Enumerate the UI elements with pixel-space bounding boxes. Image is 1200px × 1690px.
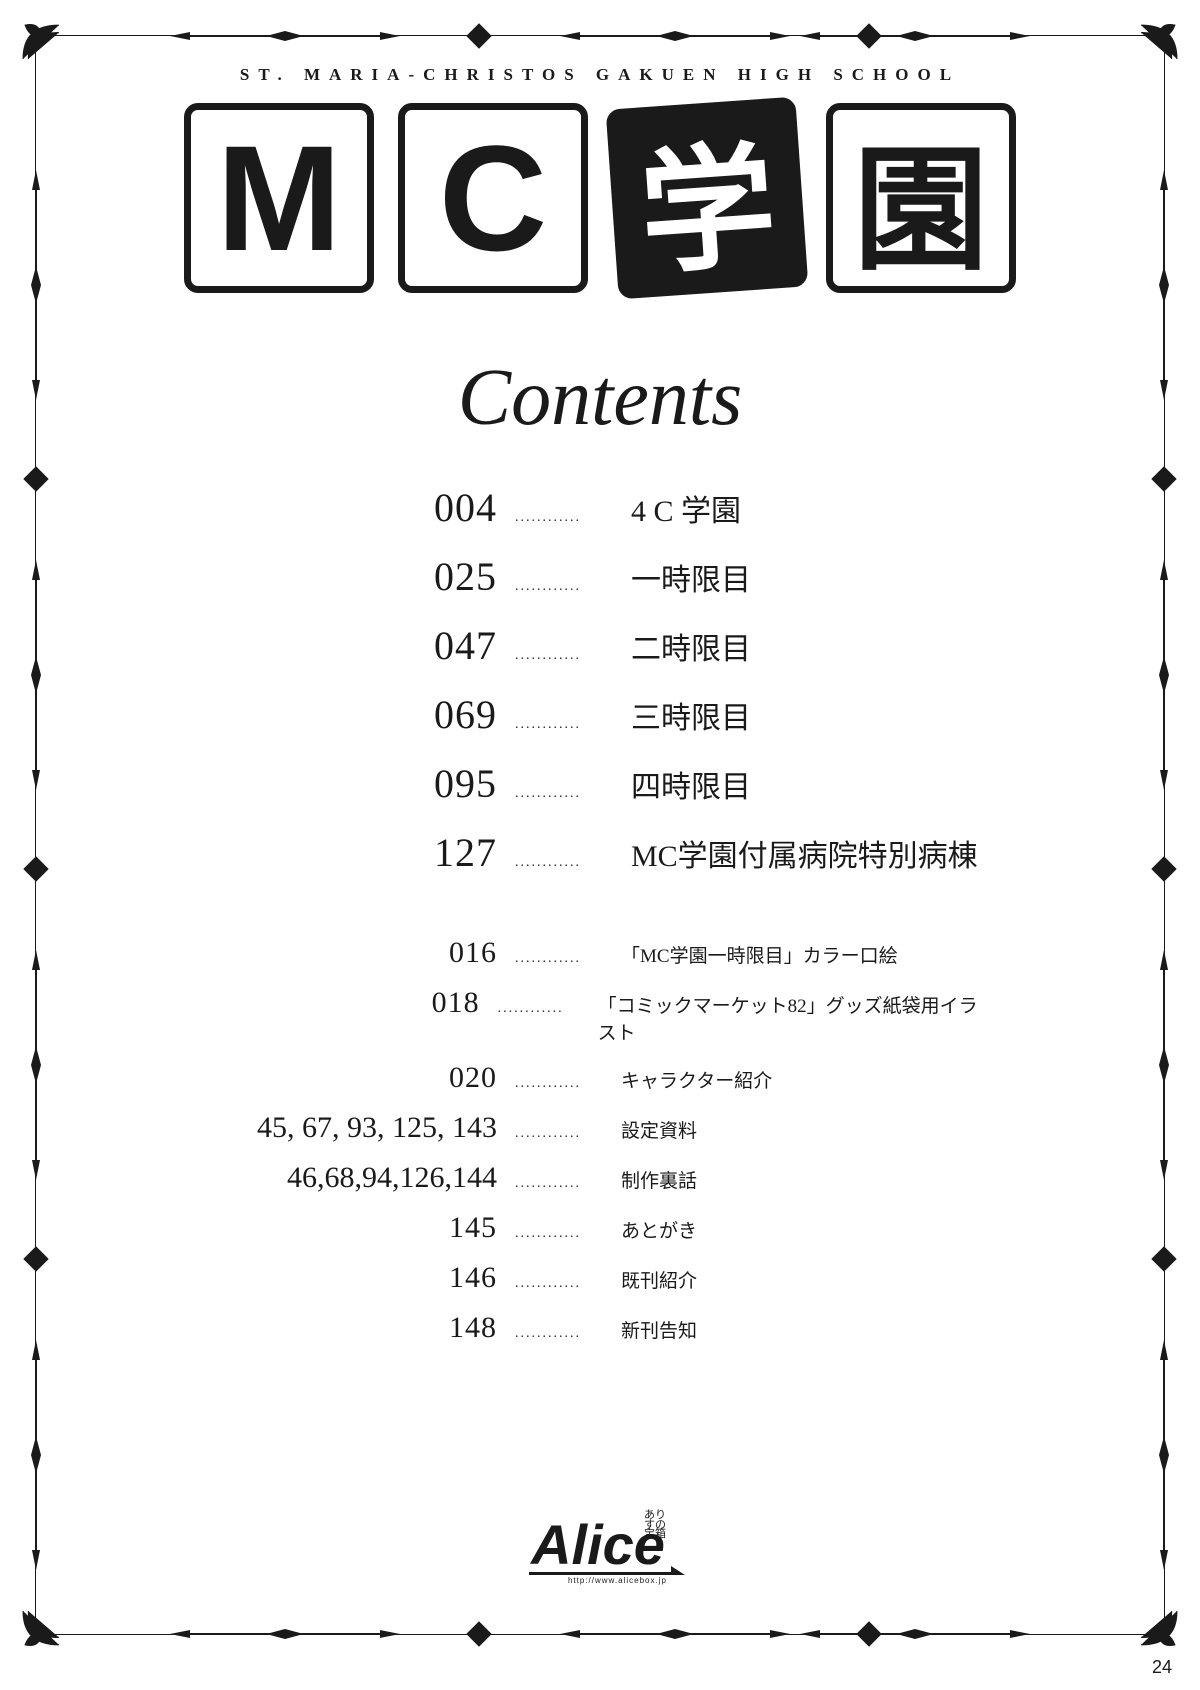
edge-ornament [560, 1623, 790, 1645]
edge-ornament [1153, 1340, 1175, 1570]
toc-page: 016 [210, 936, 515, 970]
toc-title: 既刊紹介 [615, 1266, 697, 1293]
logo-char-c: C [398, 103, 588, 293]
toc-secondary: 016 ............ 「MC学園一時限目」カラー口絵 018 ...… [210, 936, 990, 1345]
edge-ornament [800, 1623, 1030, 1645]
logo-char-en: 園 [826, 103, 1016, 293]
toc-dots: ............ [515, 648, 625, 664]
page-content: ST. MARIA-CHRISTOS GAKUEN HIGH SCHOOL M … [110, 65, 1090, 1595]
toc-row: 016 ............ 「MC学園一時限目」カラー口絵 [210, 936, 990, 970]
toc-page: 148 [210, 1311, 515, 1345]
corner-ornament-tl [20, 20, 62, 62]
edge-ornament [560, 25, 790, 47]
toc-page: 020 [210, 1061, 515, 1095]
edge-ornament [170, 1623, 400, 1645]
toc-dots: ............ [515, 1326, 615, 1342]
toc-title: 4 C 学園 [625, 486, 741, 530]
logo-char-gaku: 学 [606, 97, 809, 300]
toc-row: 148 ............ 新刊告知 [210, 1311, 990, 1345]
edge-ornament [25, 950, 47, 1180]
toc-dots: ............ [515, 1276, 615, 1292]
edge-ornament [800, 25, 1030, 47]
toc-dots: ............ [515, 855, 625, 871]
edge-ornament [25, 170, 47, 400]
toc-primary: 004 ............ 4 C 学園 025 ............… [210, 484, 990, 876]
toc-dots: ............ [515, 717, 625, 733]
publisher-ruby: ありすの宝箱 [639, 1511, 671, 1541]
toc-page: 047 [210, 622, 515, 669]
toc-page: 45, 67, 93, 125, 143 [210, 1111, 515, 1145]
toc-page: 095 [210, 760, 515, 807]
page-number: 24 [1152, 1657, 1172, 1678]
toc-row: 095 ............ 四時限目 [210, 760, 990, 807]
toc-page: 018 [210, 986, 498, 1020]
toc-title: 「コミックマーケット82」グッズ紙袋用イラスト [592, 991, 990, 1045]
toc-dots: ............ [515, 1076, 615, 1092]
edge-ornament [1153, 950, 1175, 1180]
publisher-url: http://www.alicebox.jp [568, 1577, 667, 1584]
toc-title: 制作裏話 [615, 1166, 697, 1193]
toc-page: 025 [210, 553, 515, 600]
toc-row: 45, 67, 93, 125, 143 ............ 設定資料 [210, 1111, 990, 1145]
toc-title: 一時限目 [625, 555, 751, 599]
toc-title: 「MC学園一時限目」カラー口絵 [615, 941, 898, 968]
toc-row: 025 ............ 一時限目 [210, 553, 990, 600]
toc-row: 020 ............ キャラクター紹介 [210, 1061, 990, 1095]
corner-ornament-bl [20, 1608, 62, 1650]
toc-dots: ............ [498, 1001, 592, 1017]
toc-page: 46,68,94,126,144 [210, 1161, 515, 1195]
publisher-brand: Alice ありすの宝箱 http://www.alicebox.jp [529, 1520, 671, 1575]
toc-page: 145 [210, 1211, 515, 1245]
corner-ornament-tr [1138, 20, 1180, 62]
subtitle: ST. MARIA-CHRISTOS GAKUEN HIGH SCHOOL [110, 65, 1090, 85]
logo-char-m: M [184, 103, 374, 293]
toc-row: 069 ............ 三時限目 [210, 691, 990, 738]
publisher-logo: Alice ありすの宝箱 http://www.alicebox.jp [110, 1520, 1090, 1575]
toc-dots: ............ [515, 951, 615, 967]
toc-row: 004 ............ 4 C 学園 [210, 484, 990, 531]
toc-row: 127 ............ MC学園付属病院特別病棟 [210, 829, 990, 876]
toc-title: 四時限目 [625, 762, 751, 806]
toc-title: 設定資料 [615, 1116, 697, 1143]
toc-dots: ............ [515, 786, 625, 802]
toc-title: キャラクター紹介 [615, 1066, 772, 1093]
corner-ornament-br [1138, 1608, 1180, 1650]
contents-heading: Contents [110, 353, 1090, 444]
edge-ornament [25, 1340, 47, 1570]
toc-page: 004 [210, 484, 515, 531]
toc-dots: ............ [515, 579, 625, 595]
toc-page: 127 [210, 829, 515, 876]
toc-row: 047 ............ 二時限目 [210, 622, 990, 669]
toc-title: 新刊告知 [615, 1316, 697, 1343]
toc-row: 018 ............ 「コミックマーケット82」グッズ紙袋用イラスト [210, 986, 990, 1045]
toc-page: 146 [210, 1261, 515, 1295]
toc-dots: ............ [515, 1226, 615, 1242]
toc-row: 145 ............ あとがき [210, 1211, 990, 1245]
toc-dots: ............ [515, 1126, 615, 1142]
toc-row: 146 ............ 既刊紹介 [210, 1261, 990, 1295]
toc-title: 三時限目 [625, 693, 751, 737]
edge-ornament [1153, 560, 1175, 790]
toc-dots: ............ [515, 510, 625, 526]
toc-row: 46,68,94,126,144 ............ 制作裏話 [210, 1161, 990, 1195]
toc-dots: ............ [515, 1176, 615, 1192]
toc-title: あとがき [615, 1216, 697, 1243]
edge-ornament [170, 25, 400, 47]
edge-ornament [1153, 170, 1175, 400]
toc-title: 二時限目 [625, 624, 751, 668]
toc-page: 069 [210, 691, 515, 738]
title-logo: M C 学 園 [110, 103, 1090, 293]
toc-title: MC学園付属病院特別病棟 [625, 831, 978, 875]
edge-ornament [25, 560, 47, 790]
